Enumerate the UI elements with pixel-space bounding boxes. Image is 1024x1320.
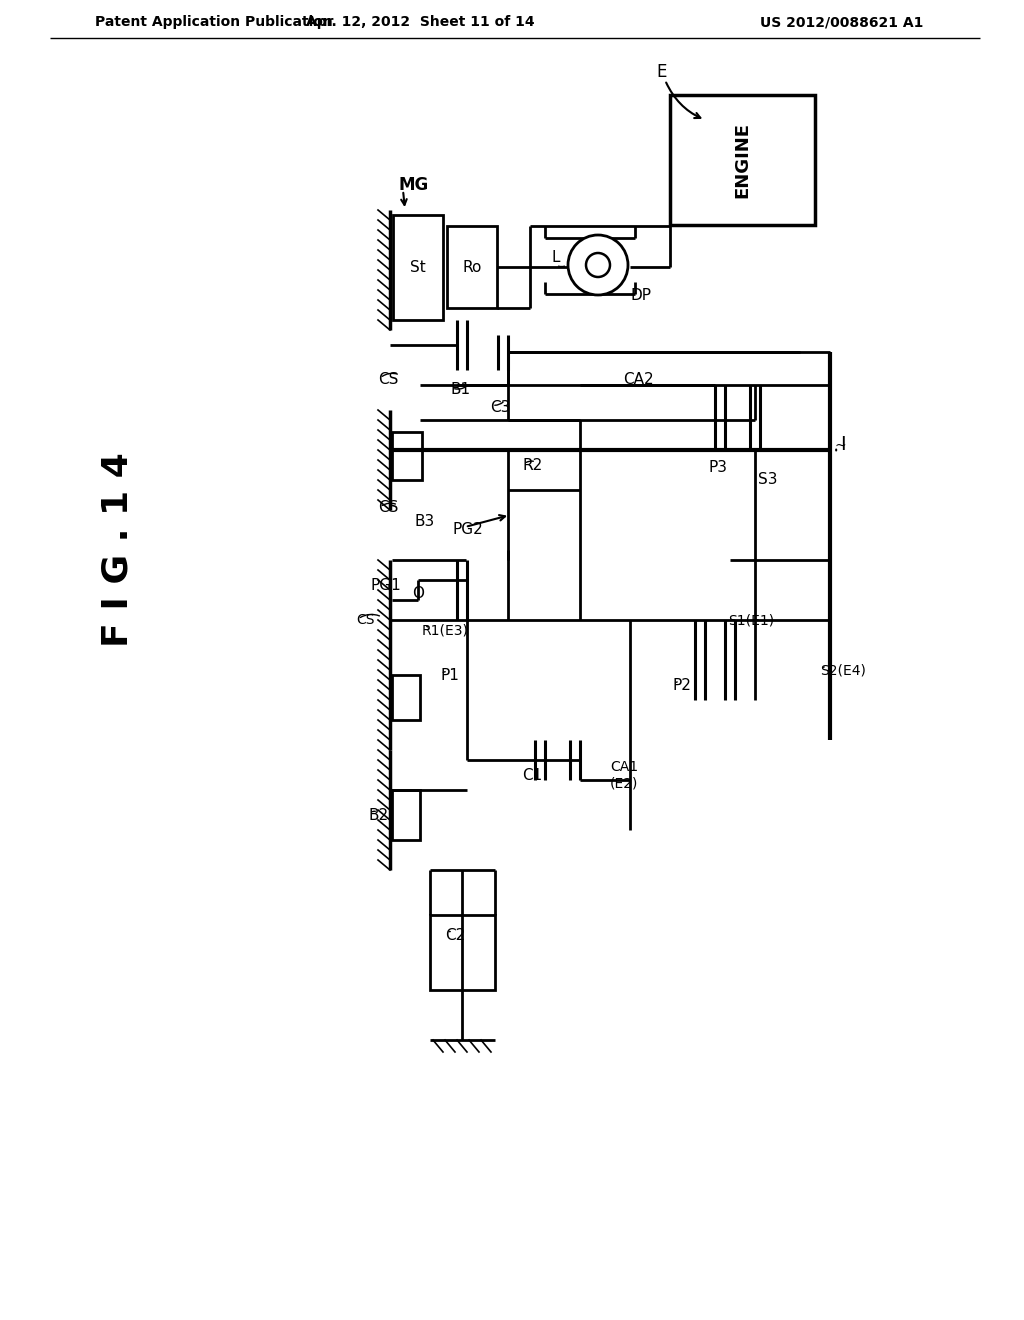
Text: S2(E4): S2(E4) <box>820 663 866 677</box>
Text: C2: C2 <box>445 928 465 942</box>
Text: B2: B2 <box>368 808 388 822</box>
Bar <box>447 226 497 308</box>
Text: F I G . 1 4: F I G . 1 4 <box>101 453 135 647</box>
Text: B1: B1 <box>450 383 470 397</box>
Text: ENGINE: ENGINE <box>733 121 752 198</box>
Text: CS: CS <box>378 500 398 516</box>
Text: ~: ~ <box>835 440 847 453</box>
Text: C1: C1 <box>522 767 543 783</box>
Text: MG: MG <box>398 176 428 194</box>
Bar <box>430 915 495 990</box>
Text: Apr. 12, 2012  Sheet 11 of 14: Apr. 12, 2012 Sheet 11 of 14 <box>306 15 535 29</box>
Text: DP: DP <box>630 288 651 302</box>
Text: B3: B3 <box>415 515 435 529</box>
Text: CA2: CA2 <box>623 372 653 388</box>
Text: P2: P2 <box>673 677 692 693</box>
Text: CA1
(E2): CA1 (E2) <box>610 760 638 791</box>
Text: R2: R2 <box>522 458 543 473</box>
Circle shape <box>586 253 610 277</box>
Text: CS: CS <box>378 372 398 388</box>
Text: S3: S3 <box>758 473 777 487</box>
Text: E: E <box>656 63 668 81</box>
Text: CS: CS <box>356 612 375 627</box>
Bar <box>392 675 420 719</box>
Text: I: I <box>840 436 846 454</box>
Bar <box>670 95 815 224</box>
Text: P3: P3 <box>708 461 727 475</box>
Bar <box>393 215 443 319</box>
Text: Ro: Ro <box>462 260 481 275</box>
Text: P1: P1 <box>440 668 459 682</box>
Circle shape <box>568 235 628 294</box>
Text: PG1: PG1 <box>370 578 400 593</box>
Text: L: L <box>552 251 560 265</box>
Text: O: O <box>412 586 424 602</box>
Text: St: St <box>411 260 426 275</box>
Bar <box>392 789 420 840</box>
Text: US 2012/0088621 A1: US 2012/0088621 A1 <box>760 15 924 29</box>
Text: R1(E3): R1(E3) <box>422 623 469 638</box>
Bar <box>392 432 422 480</box>
Text: Patent Application Publication: Patent Application Publication <box>95 15 333 29</box>
Text: S1(E1): S1(E1) <box>728 612 774 627</box>
Text: PG2: PG2 <box>453 523 483 537</box>
Text: C3: C3 <box>490 400 510 416</box>
